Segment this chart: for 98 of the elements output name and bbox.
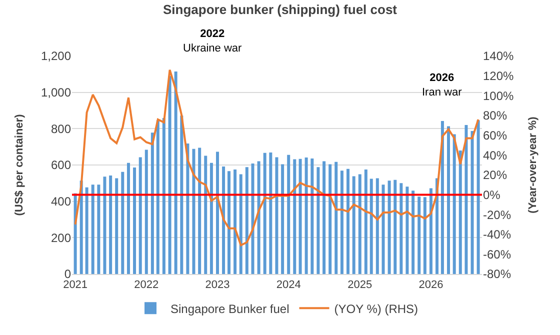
bar: [162, 118, 166, 274]
y2-tick-label: -80%: [483, 267, 512, 282]
x-tick-label: 2025: [348, 279, 372, 292]
bar: [222, 166, 226, 274]
y2-tick-label: 140%: [483, 49, 514, 64]
bar: [370, 178, 373, 274]
bar: [192, 148, 196, 274]
bar: [97, 184, 100, 274]
x-tick-label: 2023: [205, 279, 230, 292]
bar: [423, 197, 426, 274]
bar: [257, 161, 260, 274]
bar: [227, 171, 230, 274]
legend-label: (YOY %) (RHS): [334, 302, 418, 316]
bar: [156, 120, 160, 274]
y-axis-title: (US$ per container): [14, 114, 26, 216]
bar: [204, 156, 208, 274]
bar: [429, 188, 432, 274]
bar: [458, 150, 462, 274]
bar: [174, 71, 178, 274]
y-tick-label: 1,000: [40, 86, 72, 100]
y-tick-label: 600: [50, 158, 72, 172]
bar: [138, 157, 142, 274]
bar: [103, 176, 106, 274]
bar: [382, 184, 385, 274]
bar: [304, 158, 308, 274]
legend-label: Singapore Bunker fuel: [170, 302, 290, 316]
bar: [263, 152, 266, 274]
bar: [269, 152, 272, 274]
bar: [316, 167, 320, 274]
y-tick-label: 400: [50, 194, 72, 209]
bar: [293, 159, 296, 274]
bar: [476, 120, 480, 274]
bar: [287, 154, 290, 274]
bar: [340, 170, 344, 274]
bar: [150, 132, 154, 274]
bar: [121, 172, 124, 274]
bar: [210, 162, 213, 274]
bar: [388, 180, 391, 274]
bar: [418, 196, 421, 274]
y2-tick-label: 60%: [483, 128, 508, 142]
bar: [447, 126, 450, 274]
y2-tick-label: 100%: [483, 88, 514, 103]
bar: [464, 125, 468, 274]
y2-tick-label: 0%: [483, 188, 501, 202]
y-tick-label: 0: [64, 267, 72, 282]
y2-tick-label: -20%: [483, 208, 512, 222]
bar: [198, 148, 202, 274]
y2-tick-label: 80%: [483, 108, 508, 123]
bar: [352, 176, 356, 274]
x-tick-label: 2026: [418, 279, 444, 292]
y2-tick-label: 120%: [483, 69, 514, 84]
bar: [364, 170, 368, 274]
bar: [406, 186, 409, 274]
bar: [251, 164, 254, 274]
bar: [91, 184, 94, 274]
bar: [168, 76, 172, 274]
bar: [400, 183, 403, 274]
bar: [298, 158, 302, 274]
y-tick-label: 200: [50, 230, 72, 245]
bar: [133, 168, 136, 274]
y2-tick-label: -60%: [483, 247, 512, 262]
bar: [245, 167, 248, 274]
bar: [346, 168, 350, 274]
bar: [216, 152, 219, 274]
x-tick-label: 2024: [276, 279, 301, 292]
bar: [109, 176, 112, 274]
bar: [234, 170, 237, 274]
bar: [440, 121, 444, 274]
bar: [322, 161, 326, 274]
y2-tick-label: 40%: [483, 148, 508, 162]
bar: [115, 178, 118, 274]
bar: [328, 164, 332, 274]
bar: [452, 134, 456, 274]
x-tick-label: 2021: [63, 279, 88, 292]
y-tick-label: 1,200: [40, 49, 72, 64]
bar: [275, 157, 278, 274]
bar: [85, 187, 88, 274]
annotation: 2026 Iran war: [422, 72, 462, 98]
bar: [376, 178, 379, 274]
bar: [180, 116, 184, 274]
bar: [412, 190, 415, 274]
text: 2022 Ukraine war: [183, 28, 242, 54]
y2-tick-label: -40%: [483, 228, 512, 242]
line-series: [74, 68, 480, 246]
x-tick-label: 2022: [134, 279, 159, 292]
bar: [334, 162, 338, 274]
y2-tick-label: 20%: [483, 168, 508, 182]
y2-axis-title: (Year-over-year %): [527, 116, 540, 214]
bar: [358, 174, 362, 274]
bar: [470, 131, 474, 274]
bar: [239, 174, 242, 274]
bar: [281, 164, 284, 274]
bar: [310, 158, 314, 274]
bar: [394, 180, 397, 274]
chart-title: Singapore bunker (shipping) fuel cost: [162, 2, 398, 18]
bar: [144, 150, 148, 274]
y-tick-label: 800: [50, 122, 72, 136]
bar: [126, 162, 130, 274]
